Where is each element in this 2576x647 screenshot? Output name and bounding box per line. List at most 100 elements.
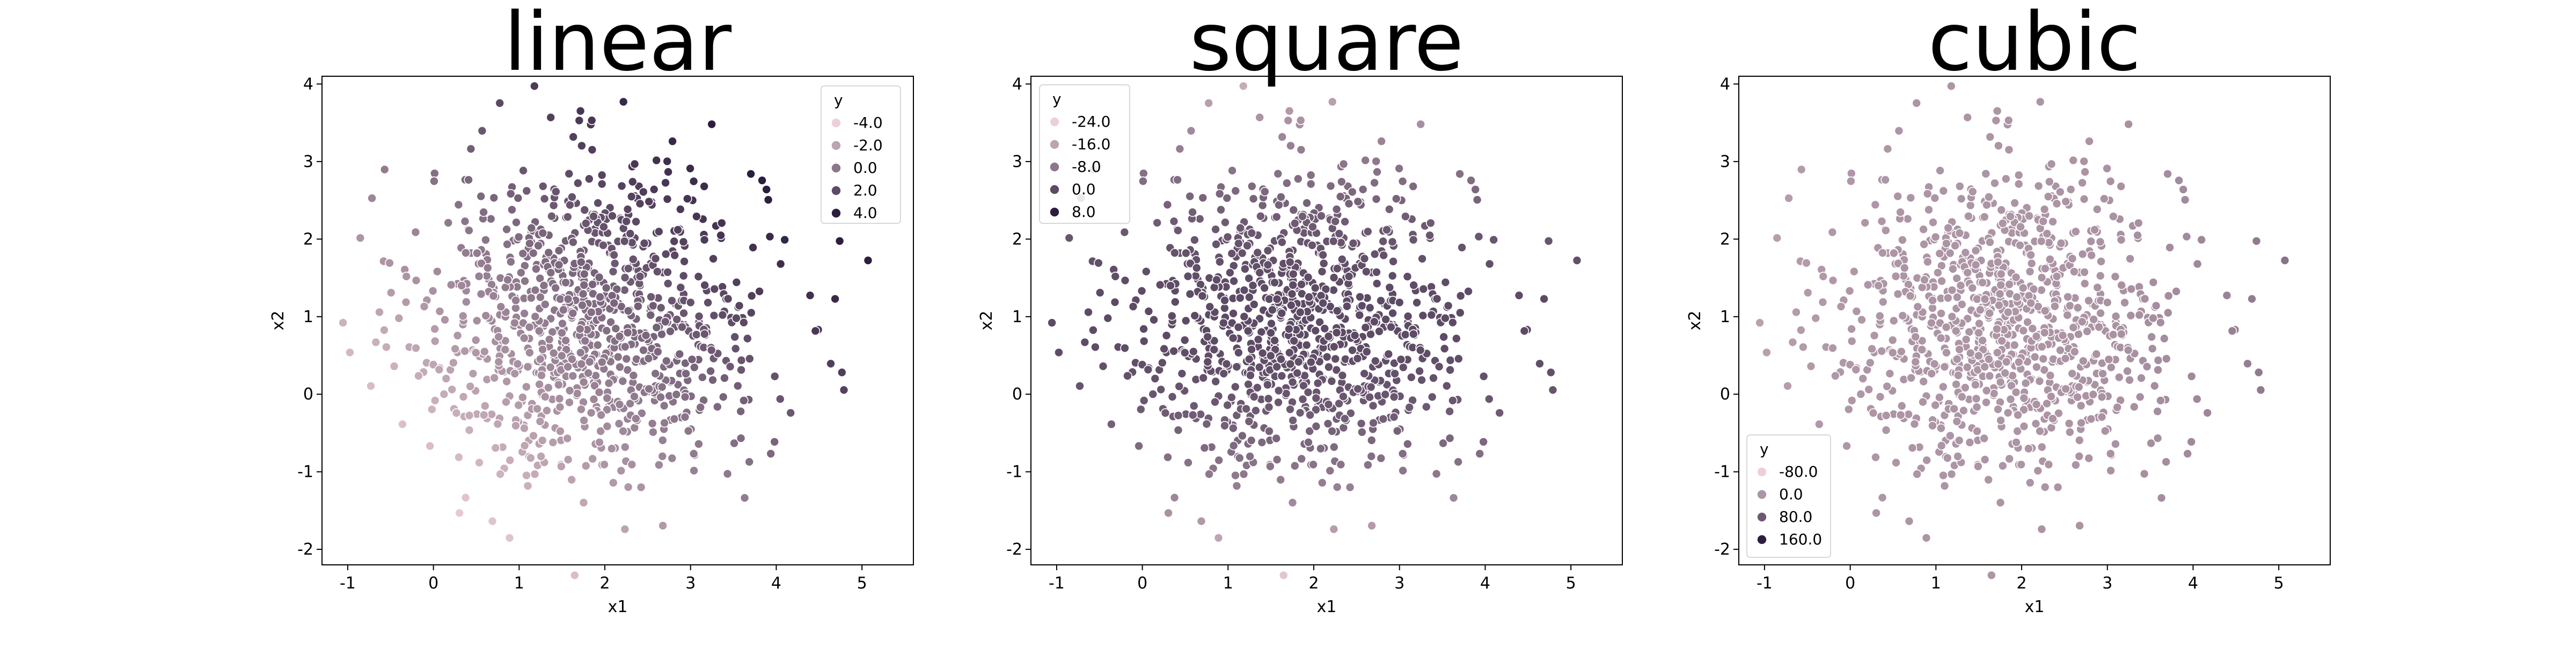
scatter-point [1054, 347, 1064, 358]
scatter-point [500, 345, 510, 354]
scatter-point [2123, 345, 2133, 355]
scatter-point [1223, 232, 1233, 242]
scatter-point [425, 441, 435, 451]
scatter-point [1128, 302, 1138, 311]
scatter-point [382, 342, 391, 352]
scatter-point [1355, 292, 1365, 302]
scatter-point [722, 469, 733, 479]
scatter-point [1880, 175, 1890, 185]
scatter-point [1329, 341, 1339, 352]
scatter-point [1274, 200, 1284, 210]
scatter-point [537, 370, 546, 380]
scatter-point [2074, 382, 2084, 392]
scatter-point [1376, 453, 1386, 463]
scatter-point [481, 235, 491, 245]
scatter-point [1289, 205, 1299, 215]
scatter-point [1277, 371, 1287, 381]
scatter-point [1272, 455, 1282, 464]
scatter-point [1229, 276, 1239, 286]
scatter-point [1960, 248, 1971, 258]
scatter-point [1342, 301, 1352, 311]
scatter-point [2073, 303, 2083, 313]
scatter-point [2095, 271, 2105, 281]
scatter-point [1274, 397, 1283, 408]
scatter-point [1228, 308, 1238, 318]
scatter-point [706, 366, 715, 376]
scatter-point [1975, 305, 1985, 315]
scatter-point [618, 376, 628, 386]
scatter-point [1940, 362, 1950, 372]
scatter-point [1265, 461, 1275, 471]
scatter-point [1185, 289, 1195, 299]
scatter-point [1409, 329, 1418, 339]
scatter-point [2038, 354, 2048, 364]
scatter-point [1440, 313, 1450, 323]
scatter-point [540, 300, 550, 309]
scatter-point [644, 384, 654, 394]
scatter-point [589, 394, 599, 404]
legend-swatch [1049, 207, 1060, 217]
scatter-point [1953, 452, 1963, 461]
scatter-point [736, 365, 746, 375]
scatter-point [1260, 187, 1270, 197]
scatter-point [1233, 322, 1243, 332]
scatter-point [2046, 391, 2056, 402]
scatter-point [612, 284, 622, 294]
scatter-point [563, 294, 573, 304]
scatter-point [430, 396, 440, 405]
scatter-point [1871, 508, 1881, 518]
scatter-point [698, 372, 707, 382]
scatter-point [662, 156, 672, 166]
scatter-point [563, 455, 573, 464]
scatter-point [2061, 197, 2071, 207]
scatter-point [1412, 297, 1422, 308]
scatter-point [1228, 441, 1239, 450]
scatter-point [1870, 200, 1880, 210]
scatter-point [805, 290, 815, 301]
scatter-point [2012, 292, 2022, 302]
legend-label: 160.0 [1779, 530, 1822, 548]
scatter-point [1453, 457, 1463, 467]
plot-frame [1030, 76, 1623, 565]
scatter-point [628, 370, 639, 381]
scatter-point [1204, 98, 1213, 108]
scatter-point [2163, 169, 2172, 179]
scatter-point [1288, 280, 1298, 290]
scatter-point [590, 381, 599, 391]
scatter-point [1163, 452, 1173, 462]
scatter-point [1387, 237, 1397, 247]
y-axis-label: x2 [977, 311, 996, 331]
scatter-point [547, 211, 557, 221]
scatter-point [1945, 248, 1955, 258]
scatter-point [575, 324, 585, 334]
scatter-point [2133, 230, 2142, 241]
scatter-point [1902, 214, 1913, 224]
scatter-point [375, 307, 384, 317]
scatter-point [1323, 419, 1333, 428]
scatter-point [596, 426, 605, 436]
scatter-point [513, 359, 523, 369]
scatter-point [652, 155, 661, 165]
scatter-point [1396, 354, 1406, 365]
scatter-point [2111, 439, 2120, 449]
scatter-point [1332, 306, 1342, 316]
scatter-point [1158, 358, 1167, 368]
scatter-point [1996, 416, 2006, 425]
scatter-point [2160, 333, 2169, 344]
x-axis-label: x1 [608, 598, 628, 616]
scatter-point [1231, 470, 1240, 481]
scatter-point [669, 414, 679, 424]
scatter-point [578, 289, 588, 299]
scatter-point [1371, 194, 1381, 204]
scatter-point [1996, 269, 2006, 279]
scatter-point [1811, 313, 1821, 323]
scatter-point [775, 259, 786, 269]
scatter-point [1470, 185, 1480, 194]
scatter-point [2139, 469, 2149, 479]
scatter-point [1211, 239, 1221, 249]
scatter-point [2197, 235, 2207, 245]
scatter-point [1431, 469, 1441, 479]
scatter-point [2045, 177, 2054, 187]
scatter-point [1245, 452, 1255, 461]
scatter-point [1985, 132, 1995, 142]
